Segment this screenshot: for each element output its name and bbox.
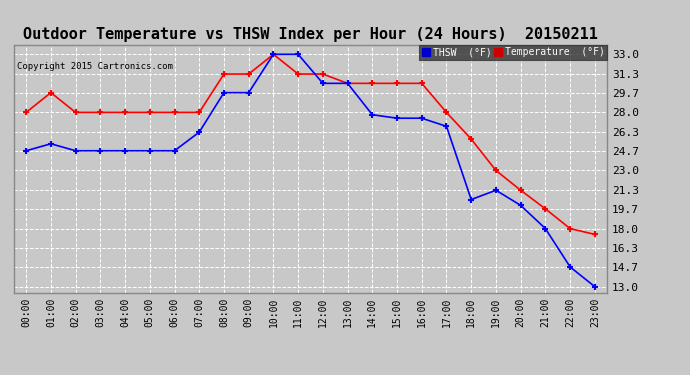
Legend: THSW  (°F), Temperature  (°F): THSW (°F), Temperature (°F) — [420, 45, 607, 60]
Text: Copyright 2015 Cartronics.com: Copyright 2015 Cartronics.com — [17, 62, 172, 70]
Title: Outdoor Temperature vs THSW Index per Hour (24 Hours)  20150211: Outdoor Temperature vs THSW Index per Ho… — [23, 27, 598, 42]
